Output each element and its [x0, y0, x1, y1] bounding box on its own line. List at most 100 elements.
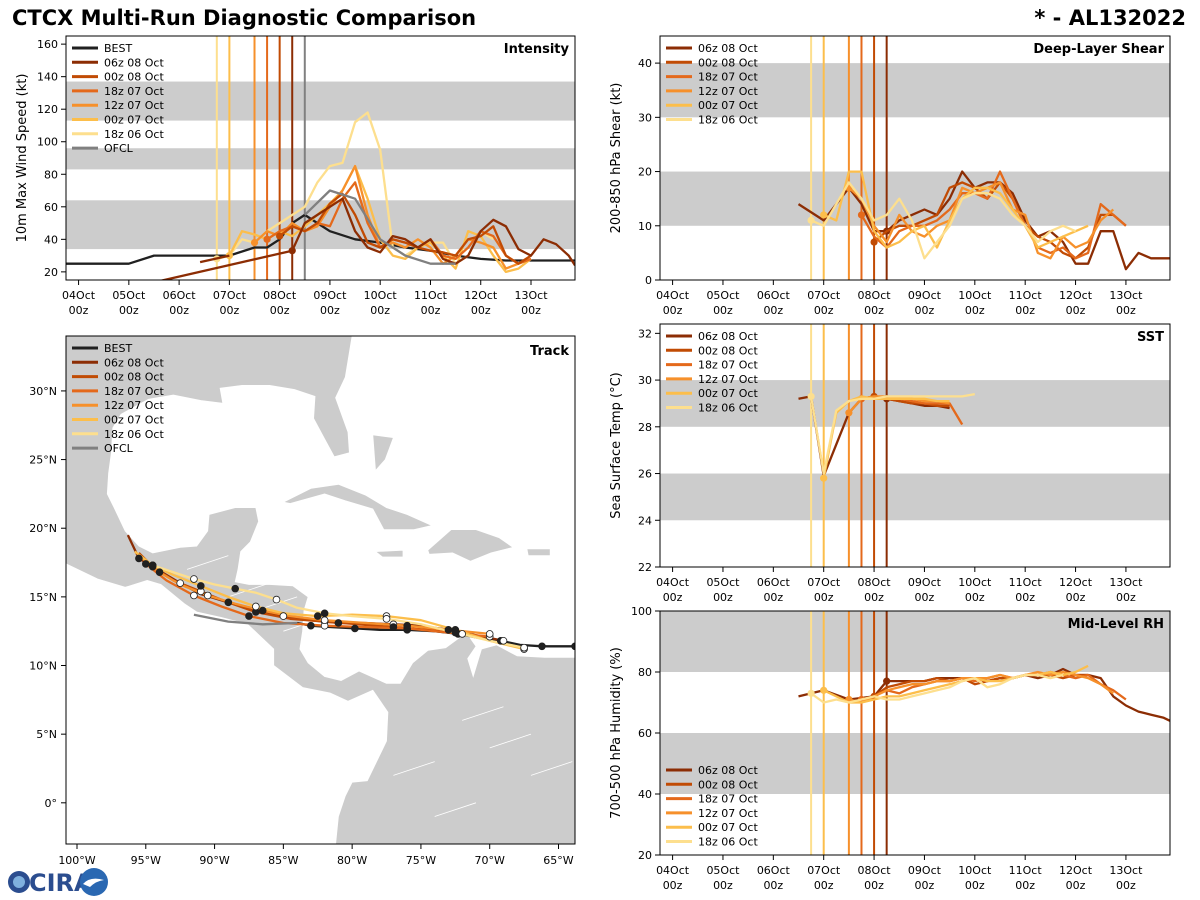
chart-sst: 22 24 26 28 30 32 04Oct 00z 05Oct 00z 06Oct 00z 07Oc…	[609, 323, 1171, 604]
x-tick-label-day: 08Oct	[263, 289, 297, 302]
y-tick-label: 30	[638, 374, 652, 387]
y-tick-label: 40	[638, 57, 652, 70]
track-marker-06z-08-oct	[334, 619, 343, 627]
land-mainland	[66, 336, 575, 844]
track-marker-12z-07-oct	[485, 630, 494, 638]
legend-label-18z-06-oct: 18z 06 Oct	[698, 402, 758, 415]
x-tick-label-hour: 00z	[965, 304, 985, 317]
land-hispaniola	[427, 529, 515, 562]
track-marker-06z-08-oct	[224, 598, 233, 607]
panel-title: Mid-Level RH	[1068, 617, 1164, 632]
track-marker-18z-06-oct	[190, 575, 198, 583]
axes-frame	[659, 35, 1171, 281]
x-tick-label-day: 04Oct	[656, 576, 690, 589]
x-tick-label-day: 11Oct	[414, 289, 448, 302]
y-tick-label: 100	[631, 605, 652, 618]
x-tick-label-hour: 00z	[1015, 591, 1035, 604]
x-tick-label-hour: 00z	[814, 879, 834, 892]
x-tick-label-hour: 00z	[270, 304, 290, 317]
x-tick-label-hour: 00z	[521, 304, 541, 317]
y-tick-label: 40	[44, 233, 58, 246]
chart-mid-level-rh: 20 40 60 80 100 04Oct 00z 05Oct 00z 06Oct 00z 07Oct…	[609, 605, 1171, 892]
init-marker-18z-06-oct	[807, 216, 815, 224]
axes-frame	[65, 35, 576, 281]
land-bahamas	[372, 434, 394, 472]
x-tick-label-day: 05Oct	[706, 289, 740, 302]
x-tick-label-hour: 00z	[663, 304, 683, 317]
x-tick-label-hour: 00z	[471, 304, 491, 317]
series-line-12z-07-oct	[848, 181, 1115, 260]
track-marker-18z-06-oct	[231, 584, 240, 593]
legend-label-00z-08-oct: 00z 08 Oct	[698, 344, 758, 357]
x-tick-label-day: 10Oct	[364, 289, 398, 302]
x-tick-label-day: 11Oct	[1009, 289, 1043, 302]
shaded-band	[660, 473, 1170, 521]
x-tick-label-hour: 00z	[1066, 304, 1086, 317]
y-tick-label: 20°N	[29, 522, 57, 535]
shaded-band	[660, 733, 1170, 794]
x-tick-label-day: 04Oct	[656, 289, 690, 302]
init-marker-12z-07-oct	[250, 238, 259, 247]
x-tick-label: 100°W	[58, 854, 95, 867]
x-tick-label-hour: 00z	[421, 304, 441, 317]
x-tick-label-day: 10Oct	[958, 289, 992, 302]
shaded-band	[66, 81, 575, 121]
legend-label-00z-07-oct: 00z 07 Oct	[698, 387, 758, 400]
y-tick-label: 22	[638, 561, 652, 574]
series-line-18z-06-oct	[809, 392, 976, 475]
x-tick-label: 90°W	[199, 854, 229, 867]
legend-label-00z-07-oct: 00z 07 Oct	[698, 99, 758, 112]
x-tick-label-hour: 00z	[69, 304, 89, 317]
y-tick-label: 0	[645, 274, 652, 287]
panel-title: Track	[530, 344, 569, 359]
x-tick-label-day: 07Oct	[807, 289, 841, 302]
init-marker-18z-07-oct	[857, 211, 866, 219]
x-tick-label-day: 06Oct	[757, 576, 791, 589]
track-marker-06z-08-oct	[279, 612, 288, 620]
legend-label-18z-07-oct: 18z 07 Oct	[698, 793, 758, 806]
x-tick-label: 70°W	[475, 854, 505, 867]
x-tick-label-hour: 00z	[1116, 304, 1136, 317]
x-tick-label-hour: 00z	[663, 879, 683, 892]
y-tick-label: 25°N	[29, 454, 57, 467]
map-layer	[66, 336, 575, 844]
panel-title: Intensity	[504, 42, 570, 57]
y-tick-label: 60	[44, 201, 58, 214]
x-tick-label-hour: 00z	[119, 304, 139, 317]
track-marker-06z-08-oct	[499, 636, 508, 645]
x-tick-label-day: 10Oct	[958, 864, 992, 877]
x-tick-label-hour: 00z	[1015, 304, 1035, 317]
y-tick-label: 5°N	[36, 728, 57, 741]
track-marker-18z-06-oct	[148, 561, 157, 570]
series-line-00z-08-oct	[278, 192, 532, 265]
track-marker-18z-06-oct	[451, 628, 460, 637]
y-tick-label: 15°N	[29, 591, 57, 604]
storm-id: * - AL132022	[1034, 6, 1186, 30]
track-marker-00z-07-oct	[313, 612, 322, 620]
track-marker-12z-07-oct	[203, 591, 212, 600]
x-tick-label-day: 07Oct	[807, 864, 841, 877]
init-marker-18z-06-oct	[807, 392, 815, 401]
shaded-band	[660, 171, 1170, 226]
legend-label-00z-08-oct: 00z 08 Oct	[104, 71, 164, 84]
init-marker-18z-07-oct	[263, 235, 271, 243]
track-marker-00z-07-oct	[252, 602, 260, 611]
init-marker-00z-07-oct	[820, 211, 828, 219]
legend-label-00z-07-oct: 00z 07 Oct	[104, 414, 164, 427]
track-marker-18z-06-oct	[382, 615, 391, 623]
track-marker-12z-07-oct	[258, 606, 267, 615]
legend-label-06z-08-oct: 06z 08 Oct	[104, 56, 164, 69]
y-tick-label: 20	[44, 266, 58, 279]
border-line	[186, 555, 229, 570]
y-tick-label: 160	[37, 38, 58, 51]
legend-label-12z-07-oct: 12z 07 Oct	[104, 99, 164, 112]
axes-frame	[65, 335, 576, 845]
x-tick-label-day: 11Oct	[1009, 864, 1043, 877]
legend-label-18z-06-oct: 18z 06 Oct	[104, 128, 164, 141]
legend-label-06z-08-oct: 06z 08 Oct	[698, 764, 758, 777]
series-line-06z-08-oct	[159, 197, 575, 280]
border-line	[228, 582, 270, 598]
x-tick-label-hour: 00z	[1066, 879, 1086, 892]
y-tick-label: 120	[37, 103, 58, 116]
track-marker-best	[307, 621, 315, 630]
